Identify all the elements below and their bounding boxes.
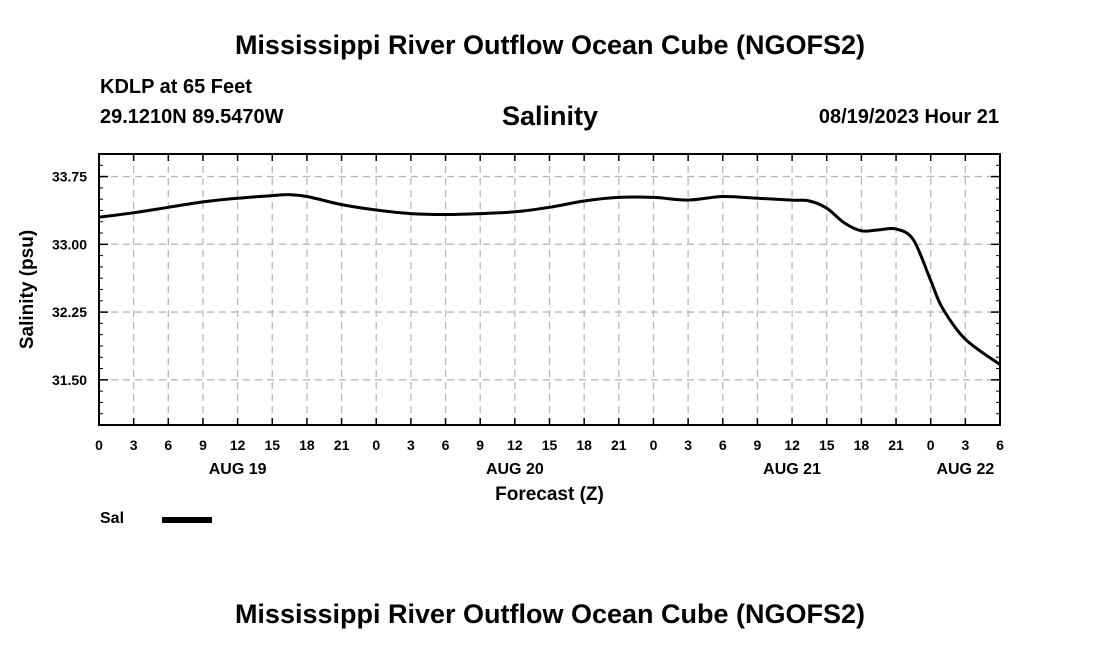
x-tick-label: 15 — [819, 437, 835, 453]
x-tick-label: 0 — [95, 437, 103, 453]
x-tick-label: 18 — [854, 437, 870, 453]
day-label: AUG 22 — [936, 461, 994, 478]
x-tick-label: 18 — [576, 437, 592, 453]
x-tick-label: 15 — [542, 437, 558, 453]
y-tick-label: 33.00 — [52, 236, 87, 252]
x-tick-label: 21 — [611, 437, 627, 453]
y-tick-label: 32.25 — [52, 304, 87, 320]
y-axis-ticks: 31.50 32.25 33.00 33.75 — [52, 169, 1000, 388]
x-tick-label: 9 — [476, 437, 484, 453]
grid-lines — [99, 154, 1000, 425]
x-tick-label: 21 — [334, 437, 350, 453]
legend-label: Sal — [100, 510, 125, 527]
x-tick-label: 12 — [230, 437, 246, 453]
x-tick-label: 6 — [996, 437, 1004, 453]
day-label: AUG 19 — [209, 461, 267, 478]
series-line-sal — [98, 193, 1001, 366]
x-tick-label: 3 — [961, 437, 969, 453]
x-axis-title: Forecast (Z) — [495, 484, 604, 505]
y-tick-label: 33.75 — [52, 169, 87, 185]
legend-swatch — [162, 517, 212, 523]
x-tick-label: 6 — [442, 437, 450, 453]
x-axis-ticks: 0 3 6 9 12 15 18 21 0 3 6 9 12 15 18 21 0 3 6 9 12 15 18 21 0 3 6A… — [95, 154, 1004, 478]
series-layer — [98, 193, 1001, 366]
variable-title: Salinity — [501, 101, 599, 131]
y-tick-label: 31.50 — [52, 372, 87, 388]
x-tick-label: 12 — [507, 437, 523, 453]
x-tick-label: 0 — [927, 437, 935, 453]
x-tick-label: 9 — [199, 437, 207, 453]
x-tick-label: 18 — [299, 437, 315, 453]
footer-title: Mississippi River Outflow Ocean Cube (NG… — [234, 599, 866, 629]
coordinates-label: 29.1210N 89.5470W — [100, 106, 284, 128]
x-tick-label: 9 — [754, 437, 762, 453]
day-label: AUG 20 — [486, 461, 544, 478]
x-tick-label: 3 — [684, 437, 692, 453]
x-tick-label: 0 — [372, 437, 380, 453]
chart-title: Mississippi River Outflow Ocean Cube (NG… — [234, 30, 866, 60]
x-tick-label: 6 — [164, 437, 172, 453]
x-tick-label: 3 — [130, 437, 138, 453]
forecast-datetime: 08/19/2023 Hour 21 — [818, 106, 999, 128]
x-tick-label: 12 — [784, 437, 800, 453]
x-tick-label: 6 — [719, 437, 727, 453]
y-axis-title: Salinity (psu) — [17, 230, 38, 349]
plot-frame — [98, 153, 1001, 426]
x-tick-label: 0 — [650, 437, 658, 453]
station-label: KDLP at 65 Feet — [100, 76, 252, 98]
day-label: AUG 21 — [763, 461, 821, 478]
x-tick-label: 15 — [264, 437, 280, 453]
x-tick-label: 21 — [888, 437, 904, 453]
x-tick-label: 3 — [407, 437, 415, 453]
